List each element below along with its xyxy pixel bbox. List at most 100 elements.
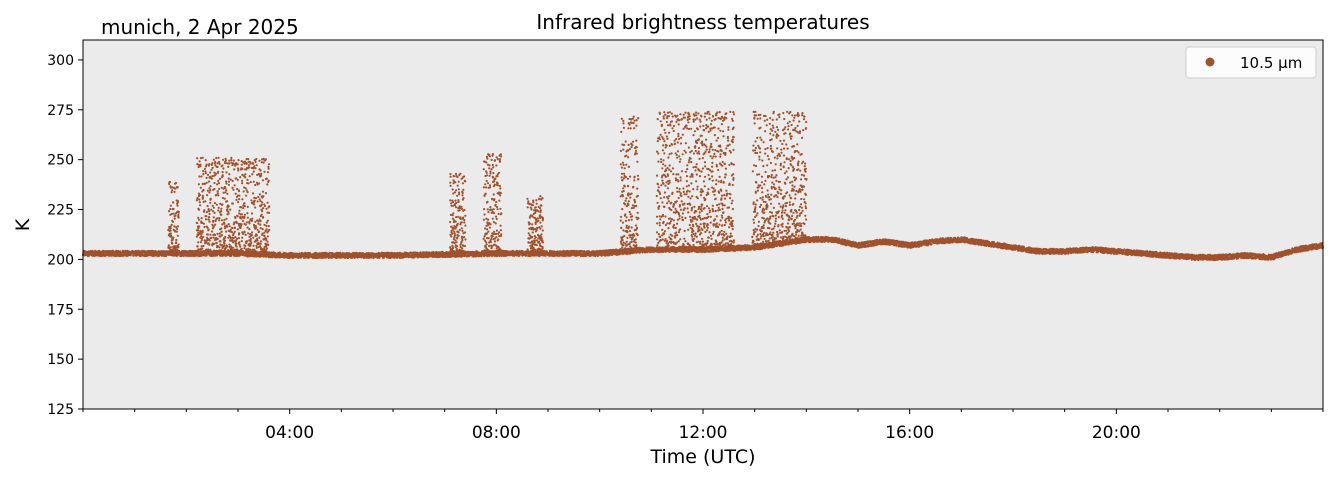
data-point (454, 172, 458, 176)
data-point (221, 203, 224, 206)
data-point (244, 233, 247, 236)
data-point (255, 164, 258, 167)
data-point (231, 202, 234, 205)
data-point (453, 204, 457, 207)
data-point (218, 217, 221, 220)
data-point (535, 202, 538, 205)
data-point (171, 220, 174, 223)
data-point (537, 210, 540, 213)
data-point (261, 210, 264, 213)
data-point (463, 231, 467, 234)
data-point (485, 241, 488, 244)
data-point (491, 235, 494, 238)
data-point (228, 173, 231, 176)
data-point (259, 227, 262, 230)
data-point (458, 205, 461, 208)
data-point (207, 218, 210, 221)
data-point (255, 250, 258, 253)
data-point (201, 156, 204, 159)
data-point (206, 194, 209, 197)
data-point (212, 219, 215, 222)
data-point (199, 204, 202, 207)
data-point (217, 179, 220, 182)
data-point (227, 223, 230, 226)
data-point (494, 177, 497, 180)
data-point (455, 241, 458, 244)
data-point (450, 202, 453, 205)
data-point (241, 179, 244, 182)
data-point (480, 255, 483, 258)
data-point (250, 199, 253, 202)
data-point (240, 206, 243, 209)
data-point (208, 210, 211, 213)
data-point (202, 222, 205, 225)
data-point (175, 238, 178, 242)
data-point (214, 223, 217, 226)
data-point (498, 184, 501, 188)
data-point (222, 158, 225, 161)
data-point (122, 250, 125, 253)
data-point (254, 167, 257, 170)
data-point (535, 199, 538, 202)
data-point (230, 231, 234, 234)
data-point (199, 165, 202, 168)
data-point (493, 240, 497, 243)
data-point (208, 163, 211, 166)
data-point (176, 186, 179, 189)
data-point (203, 167, 206, 170)
data-point (215, 241, 218, 245)
data-point (224, 162, 228, 165)
data-point (201, 231, 204, 234)
data-point (209, 185, 212, 188)
data-point (491, 176, 495, 179)
data-point (482, 186, 485, 189)
data-point (540, 225, 543, 228)
data-point (219, 240, 222, 243)
data-point (225, 230, 228, 233)
data-point (173, 190, 176, 193)
data-point (212, 158, 215, 161)
data-point (495, 232, 498, 235)
data-point (485, 232, 489, 235)
data-point (170, 235, 173, 238)
data-point (458, 193, 461, 196)
data-point (237, 167, 240, 170)
data-point (265, 245, 268, 248)
data-point (177, 210, 180, 213)
data-point (463, 219, 466, 222)
data-point (220, 234, 224, 237)
data-point (538, 197, 541, 200)
data-point (491, 217, 494, 220)
data-point (456, 245, 459, 248)
data-point (210, 177, 213, 180)
data-point (221, 219, 224, 222)
data-point (224, 191, 227, 194)
data-point (535, 244, 538, 247)
data-point (216, 237, 219, 240)
data-point (237, 236, 240, 240)
data-point (238, 194, 241, 197)
data-point (462, 216, 465, 219)
data-point (238, 241, 241, 244)
data-point (244, 187, 247, 190)
data-point (198, 225, 201, 228)
data-point (207, 229, 210, 232)
data-point (251, 173, 254, 176)
data-point (482, 218, 485, 221)
data-point (462, 197, 465, 200)
data-point (495, 164, 498, 167)
data-point (540, 233, 543, 236)
data-point (258, 159, 261, 162)
data-point (486, 208, 489, 211)
data-point (209, 171, 212, 174)
data-point (242, 232, 245, 235)
data-point (215, 203, 218, 206)
data-point (457, 215, 460, 218)
data-point (232, 188, 235, 191)
data-point (169, 229, 172, 232)
data-point (211, 166, 214, 169)
data-point (176, 201, 180, 204)
data-point (498, 158, 502, 161)
data-point (485, 179, 488, 183)
data-point (229, 208, 232, 211)
